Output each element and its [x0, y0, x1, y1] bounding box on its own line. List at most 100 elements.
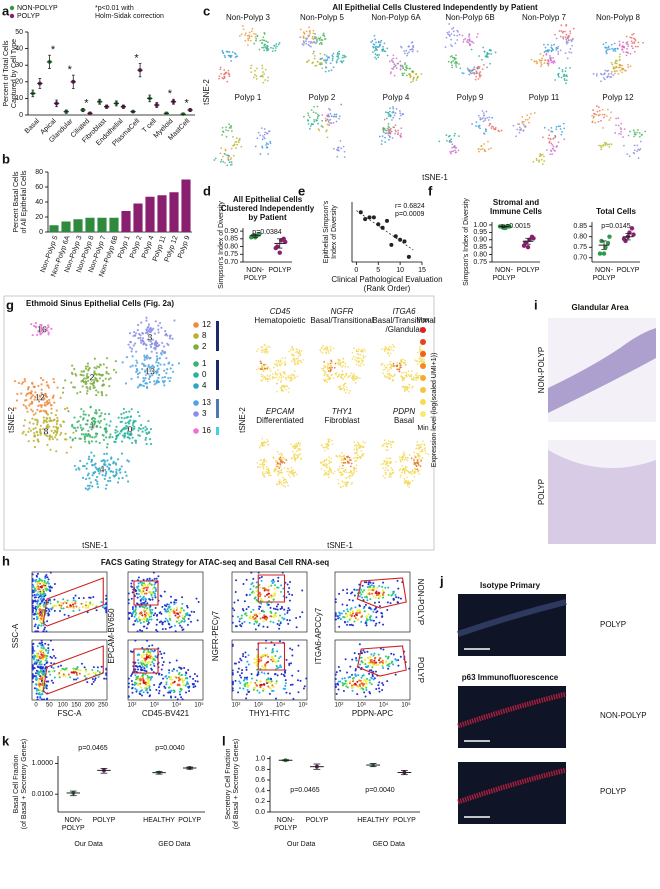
- x-axis-label: Clinical Pathological Evaluation: [331, 275, 442, 284]
- cell-dot: [279, 372, 281, 374]
- cell-event: [153, 572, 155, 574]
- cell-dot: [350, 471, 352, 473]
- cell-event: [85, 601, 87, 603]
- cell-event: [141, 593, 143, 595]
- cell-event: [46, 687, 48, 689]
- cell-dot: [287, 485, 289, 487]
- cell-dot: [291, 360, 293, 362]
- cell-event: [61, 607, 63, 609]
- y-axis-label: SSC-A: [11, 623, 20, 648]
- cell-dot: [30, 323, 32, 325]
- cell-event: [174, 611, 176, 613]
- cell-dot: [289, 375, 291, 377]
- cell-event: [183, 621, 185, 623]
- cell-dot: [344, 388, 346, 390]
- cell-event: [57, 601, 59, 603]
- cell-dot: [89, 388, 91, 390]
- cell-dot: [99, 426, 101, 428]
- panel-letter: l: [222, 733, 226, 748]
- cell-dot: [149, 357, 151, 359]
- cell-event: [105, 598, 107, 600]
- cell-dot: [294, 370, 296, 372]
- cell-dot: [120, 413, 122, 415]
- cell-event: [42, 582, 44, 584]
- cell-event: [52, 682, 54, 684]
- cell-dot: [49, 417, 51, 419]
- y-tick-label: 0.80: [573, 234, 587, 241]
- x-tick-label: NON-: [495, 267, 514, 274]
- cell-event: [167, 608, 169, 610]
- cell-dot: [626, 48, 628, 50]
- cell-dot: [387, 55, 389, 57]
- cell-event: [93, 666, 95, 668]
- cell-dot: [347, 366, 349, 368]
- cell-dot: [358, 354, 360, 356]
- cell-dot: [565, 38, 567, 40]
- cell-dot: [266, 466, 268, 468]
- cell-dot: [562, 32, 564, 34]
- cell-event: [45, 656, 47, 658]
- cell-dot: [486, 117, 488, 119]
- cell-dot: [482, 47, 484, 49]
- cell-dot: [63, 421, 65, 423]
- cell-dot: [387, 449, 389, 451]
- cell-dot: [267, 381, 269, 383]
- cell-dot: [640, 141, 642, 143]
- cell-dot: [323, 463, 325, 465]
- cell-event: [155, 582, 157, 584]
- cell-dot: [66, 452, 68, 454]
- cell-dot: [262, 71, 264, 73]
- cell-dot: [154, 333, 156, 335]
- y-axis-label: Index of Diversity: [331, 205, 338, 259]
- cell-dot: [236, 55, 238, 57]
- cell-dot: [610, 117, 612, 119]
- cell-event: [149, 599, 151, 601]
- cell-dot: [281, 389, 283, 391]
- cell-dot: [395, 461, 397, 463]
- cell-dot: [267, 143, 269, 145]
- cell-dot: [266, 367, 268, 369]
- cell-event: [177, 612, 179, 614]
- cell-event: [141, 591, 143, 593]
- cell-dot: [310, 46, 312, 48]
- cell-dot: [604, 114, 606, 116]
- cell-dot: [449, 35, 451, 37]
- cell-dot: [363, 446, 365, 448]
- cell-dot: [402, 468, 404, 470]
- cell-event: [41, 698, 43, 700]
- cell-dot: [637, 42, 639, 44]
- cell-dot: [253, 77, 255, 79]
- cell-dot: [145, 437, 147, 439]
- y-tick-label: 80: [35, 169, 43, 176]
- cell-dot: [129, 341, 131, 343]
- cell-dot: [69, 436, 71, 438]
- cell-dot: [99, 377, 101, 379]
- cell-dot: [472, 72, 474, 74]
- cell-dot: [559, 30, 561, 32]
- cell-dot: [321, 368, 323, 370]
- cell-dot: [295, 460, 297, 462]
- cell-event: [43, 628, 45, 630]
- cell-event: [39, 692, 41, 694]
- cell-dot: [614, 73, 616, 75]
- y-axis-label: Captured by Cell Type: [11, 39, 18, 108]
- cell-dot: [239, 35, 241, 37]
- cell-dot: [416, 372, 418, 374]
- cell-dot: [355, 444, 357, 446]
- y-tick-label: 0: [39, 229, 43, 236]
- cell-dot: [31, 382, 33, 384]
- cell-dot: [515, 135, 517, 137]
- cell-event: [41, 600, 43, 602]
- cell-event: [34, 650, 36, 652]
- cell-dot: [339, 386, 341, 388]
- cell-dot: [423, 443, 425, 445]
- cell-dot: [270, 142, 272, 144]
- cell-dot: [541, 58, 543, 60]
- y-tick-label: 60: [35, 184, 43, 191]
- cell-dot: [407, 485, 409, 487]
- cell-dot: [546, 149, 548, 151]
- cell-dot: [80, 370, 82, 372]
- cell-event: [37, 605, 39, 607]
- gene-role: Basal: [394, 416, 414, 425]
- cell-event: [101, 666, 103, 668]
